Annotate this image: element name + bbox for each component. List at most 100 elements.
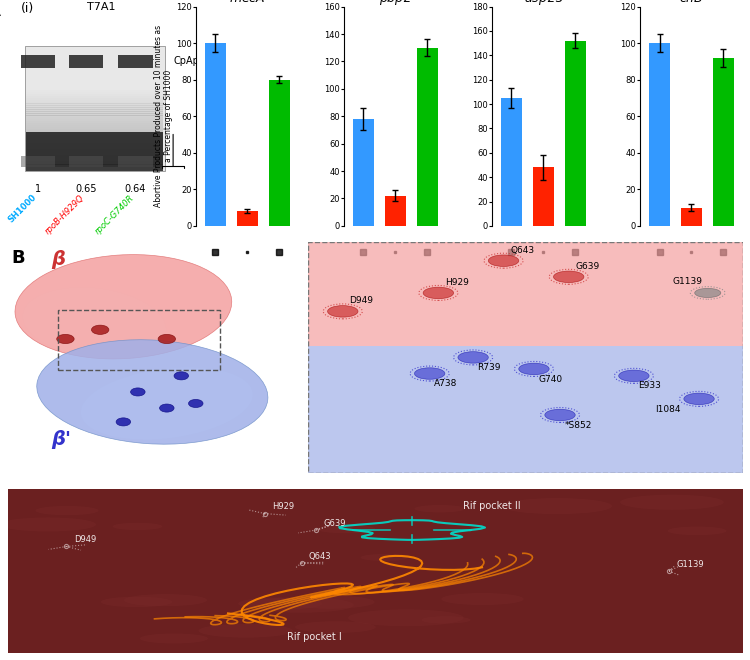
Text: T7A1: T7A1 [87,2,116,13]
Ellipse shape [238,597,322,610]
FancyBboxPatch shape [26,110,163,112]
Ellipse shape [316,525,375,533]
Text: H929: H929 [272,502,294,512]
Ellipse shape [81,368,253,440]
Text: R739: R739 [478,363,501,372]
Text: E933: E933 [638,381,661,391]
Ellipse shape [35,506,98,515]
FancyBboxPatch shape [26,108,163,110]
Text: 1: 1 [35,184,41,194]
Ellipse shape [488,255,519,267]
Ellipse shape [199,624,293,638]
FancyBboxPatch shape [26,121,163,123]
Ellipse shape [160,404,174,412]
Text: G1139: G1139 [673,277,703,286]
Ellipse shape [423,287,454,299]
Text: B: B [11,249,25,267]
FancyBboxPatch shape [308,346,742,473]
FancyBboxPatch shape [8,489,742,653]
FancyBboxPatch shape [26,154,163,157]
Ellipse shape [101,597,172,607]
Ellipse shape [544,409,575,420]
Bar [353,119,374,226]
Bar [565,41,586,226]
Ellipse shape [174,372,188,380]
FancyBboxPatch shape [26,148,163,151]
Ellipse shape [619,370,649,381]
Ellipse shape [112,523,162,530]
Ellipse shape [37,340,268,444]
Ellipse shape [458,352,488,363]
FancyBboxPatch shape [69,156,103,167]
Ellipse shape [415,505,465,512]
Ellipse shape [441,593,524,605]
FancyBboxPatch shape [26,158,163,161]
Bar [713,58,734,226]
FancyBboxPatch shape [26,123,163,125]
Bar [268,80,290,226]
FancyBboxPatch shape [308,231,742,346]
Ellipse shape [554,271,584,282]
Ellipse shape [92,325,109,335]
Text: D949: D949 [350,296,374,306]
Text: G740: G740 [538,375,562,383]
Ellipse shape [249,597,354,612]
Text: Q643: Q643 [510,246,534,255]
FancyBboxPatch shape [21,55,56,68]
Bar [205,43,226,226]
Ellipse shape [22,287,166,358]
Text: (i): (i) [21,2,34,15]
Bar [681,208,702,226]
FancyBboxPatch shape [26,162,163,165]
FancyBboxPatch shape [26,125,163,127]
Text: β': β' [51,430,71,449]
Ellipse shape [286,595,374,609]
Text: Rif pocket I: Rif pocket I [286,632,341,642]
FancyBboxPatch shape [26,104,163,106]
FancyBboxPatch shape [26,119,163,121]
Title: $asp23$: $asp23$ [524,0,562,7]
Text: Q643: Q643 [309,552,332,561]
Text: 0.65: 0.65 [75,184,97,194]
Text: I1084: I1084 [656,405,681,414]
FancyBboxPatch shape [26,135,163,137]
FancyBboxPatch shape [26,164,163,167]
Ellipse shape [502,498,612,514]
Ellipse shape [188,399,203,407]
Ellipse shape [130,388,145,396]
FancyBboxPatch shape [118,156,152,167]
Text: Free NTP: Free NTP [202,145,245,155]
FancyBboxPatch shape [26,115,163,117]
Bar [533,168,554,226]
Bar [385,196,406,226]
FancyBboxPatch shape [26,137,163,139]
Y-axis label: Abortive Products Produced over 10 minutes as
a Percentage of SH1000: Abortive Products Produced over 10 minut… [154,25,173,207]
Ellipse shape [15,255,232,359]
FancyBboxPatch shape [26,143,163,145]
FancyBboxPatch shape [26,106,163,108]
Title: $pbp2$: $pbp2$ [379,0,412,7]
Bar [237,211,257,226]
Ellipse shape [124,594,207,606]
Text: CpApU: CpApU [173,56,206,67]
Bar [501,98,522,226]
FancyBboxPatch shape [26,152,163,155]
Ellipse shape [140,634,208,644]
Ellipse shape [116,418,130,426]
FancyBboxPatch shape [21,156,56,167]
Text: 0.64: 0.64 [124,184,146,194]
FancyBboxPatch shape [69,55,103,68]
Text: SH1000: SH1000 [7,193,38,225]
FancyBboxPatch shape [26,112,163,114]
Text: β: β [51,250,65,269]
Text: G639: G639 [323,519,346,528]
Title: $clfB$: $clfB$ [680,0,703,5]
Ellipse shape [57,335,74,344]
Ellipse shape [422,616,470,624]
FancyBboxPatch shape [26,131,163,133]
FancyBboxPatch shape [26,127,163,129]
Text: A738: A738 [434,379,457,388]
Text: *S852: *S852 [564,420,592,430]
FancyBboxPatch shape [26,160,163,163]
Text: H929: H929 [445,278,469,287]
